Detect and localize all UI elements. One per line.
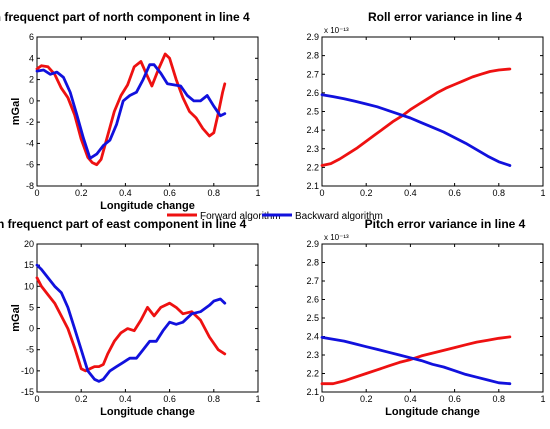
y-tick-label: 2.5 (306, 313, 319, 323)
x-tick-label: 0.6 (448, 394, 461, 404)
chart-title: High frequenct part of east component in… (0, 217, 247, 231)
x-axis-label: Longitude change (100, 406, 195, 418)
y-axis-exponent: x 10⁻¹³ (324, 233, 349, 242)
y-axis-exponent: x 10⁻¹³ (324, 26, 349, 35)
x-tick-label: 0.6 (163, 188, 176, 198)
x-tick-label: 0.8 (208, 394, 221, 404)
series-line-forward (35, 52, 227, 167)
y-tick-label: 2.1 (306, 387, 319, 397)
x-tick-label: 0.2 (75, 394, 88, 404)
y-tick-label: 2.6 (306, 88, 319, 98)
y-tick-label: 2.5 (306, 107, 319, 117)
x-tick-label: 0.2 (75, 188, 88, 198)
y-tick-label: 2.2 (306, 369, 319, 379)
x-tick-label: 1 (540, 188, 545, 198)
y-tick-label: -10 (21, 366, 34, 376)
legend: Forward algorithm Backward algorithm (167, 211, 383, 222)
x-tick-label: 0.2 (360, 394, 373, 404)
legend-entry: Forward algorithm (200, 211, 281, 222)
chart-title: Pitch error variance in line 4 (365, 217, 526, 231)
y-tick-label: 6 (29, 32, 34, 42)
y-tick-label: 2.8 (306, 51, 319, 61)
series-line-backward (35, 263, 227, 383)
legend-entry: Backward algorithm (295, 211, 383, 222)
y-tick-label: 2.9 (306, 32, 319, 42)
x-tick-label: 0 (319, 188, 324, 198)
series-line-backward (320, 93, 512, 167)
y-tick-label: 5 (29, 302, 34, 312)
series-line-backward (320, 335, 512, 386)
x-tick-label: 0.4 (404, 394, 417, 404)
series-line-forward (35, 276, 227, 373)
y-tick-label: 0 (29, 324, 34, 334)
y-tick-label: 2.8 (306, 258, 319, 268)
x-tick-label: 1 (255, 188, 260, 198)
x-axis-label: Longitude change (385, 406, 480, 418)
x-tick-label: 1 (540, 394, 545, 404)
plot-frame (36, 36, 259, 187)
chart-title: Roll error variance in line 4 (368, 10, 522, 24)
y-tick-label: -8 (26, 181, 34, 191)
x-tick-label: 0 (319, 394, 324, 404)
x-tick-label: 0.4 (119, 188, 132, 198)
subplot-1: 0 0.2 0.4 0.6 0.8 1 -8 -6 -4 -2 0 2 4 6 High frequenct… (0, 10, 261, 212)
series-line-forward (320, 67, 512, 167)
y-tick-label: 0 (29, 96, 34, 106)
y-tick-label: 2.1 (306, 181, 319, 191)
y-tick-label: 2.7 (306, 276, 319, 286)
x-tick-label: 0 (34, 394, 39, 404)
x-tick-label: 0.4 (404, 188, 417, 198)
x-tick-label: 0.8 (493, 394, 506, 404)
subplot-2: 0 0.2 0.4 0.6 0.8 1 2.1 2.2 2.3 2.4 2.5 2.6 2.7 2.8 2.… (306, 10, 545, 198)
y-tick-label: 2.3 (306, 350, 319, 360)
y-tick-label: -4 (26, 138, 34, 148)
y-tick-label: 2.9 (306, 239, 319, 249)
y-tick-label: 2.4 (306, 332, 319, 342)
y-tick-label: -5 (26, 345, 34, 355)
subplot-4: 0 0.2 0.4 0.6 0.8 1 2.1 2.2 2.3 2.4 2.5 2.6 2.7 2.8 2.… (306, 217, 545, 418)
y-tick-label: -6 (26, 160, 34, 170)
x-tick-label: 0.6 (448, 188, 461, 198)
y-axis-label: mGal (10, 304, 22, 332)
x-tick-label: 0.6 (163, 394, 176, 404)
y-tick-label: 15 (24, 260, 34, 270)
x-tick-label: 0 (34, 188, 39, 198)
y-tick-label: 2.3 (306, 144, 319, 154)
x-tick-label: 0.8 (208, 188, 221, 198)
y-tick-label: 2.4 (306, 125, 319, 135)
plot-frame (321, 36, 544, 187)
plot-frame (36, 243, 259, 393)
y-tick-label: 2.7 (306, 69, 319, 79)
x-tick-label: 1 (255, 394, 260, 404)
x-tick-label: 0.4 (119, 394, 132, 404)
plot-frame (321, 243, 544, 393)
series-line-backward (35, 63, 227, 160)
y-tick-label: 10 (24, 281, 34, 291)
y-axis-label: mGal (10, 98, 22, 126)
x-tick-label: 0.2 (360, 188, 373, 198)
y-tick-label: 4 (29, 53, 34, 63)
y-tick-label: 2.2 (306, 162, 319, 172)
y-tick-label: 2 (29, 75, 34, 85)
x-axis-label: Longitude change (100, 200, 195, 212)
x-tick-label: 0.8 (493, 188, 506, 198)
series-line-forward (320, 335, 512, 386)
subplot-3: 0 0.2 0.4 0.6 0.8 1 -15 -10 -5 0 5 10 15 20 High frequ… (0, 217, 261, 418)
y-tick-label: -15 (21, 387, 34, 397)
y-tick-label: -2 (26, 117, 34, 127)
y-tick-label: 2.6 (306, 295, 319, 305)
chart-title: High frequenct part of north component i… (0, 10, 250, 24)
y-tick-label: 20 (24, 239, 34, 249)
